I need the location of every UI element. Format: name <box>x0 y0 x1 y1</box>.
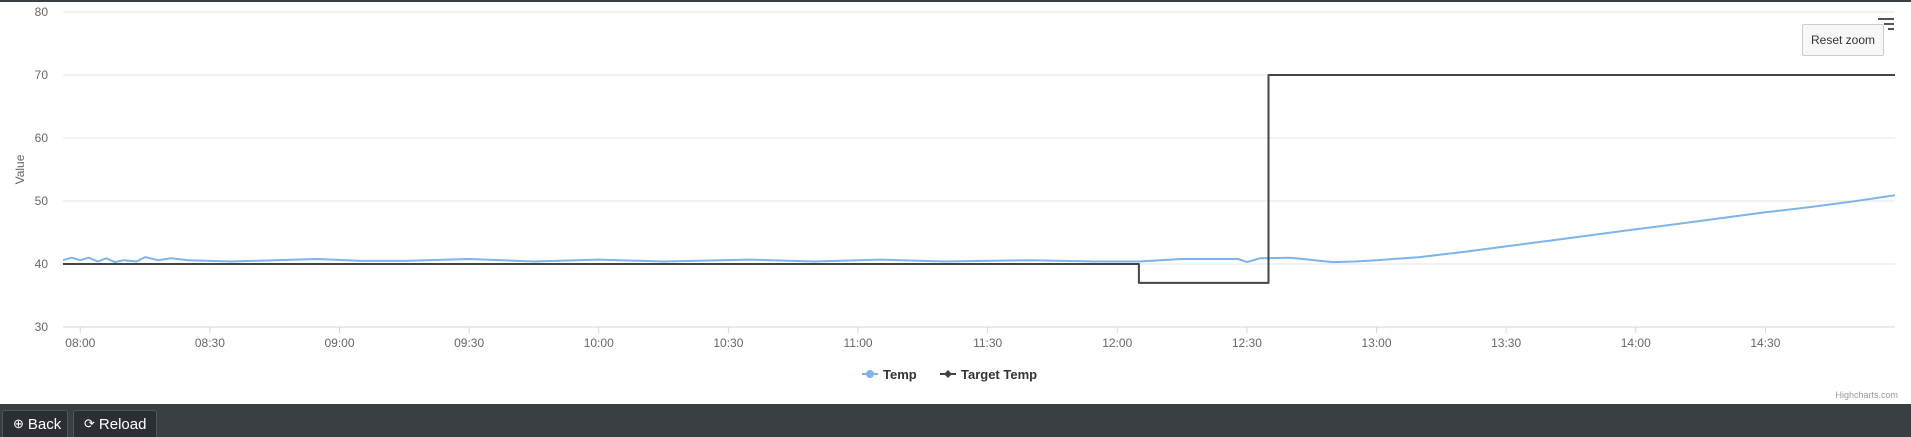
y-tick-label: 50 <box>35 194 49 208</box>
x-tick-label: 12:00 <box>1102 336 1132 350</box>
legend-label: Target Temp <box>961 367 1037 382</box>
series-line-target-temp <box>63 74 1895 284</box>
x-tick-label: 08:30 <box>195 336 225 350</box>
y-tick-label: 60 <box>35 131 49 145</box>
x-tick-label: 09:00 <box>325 336 355 350</box>
legend-item-target-temp[interactable]: Target Temp <box>940 367 1037 382</box>
x-tick-label: 14:00 <box>1621 336 1651 350</box>
y-tick-label: 80 <box>35 5 49 19</box>
y-axis-title: Value <box>13 154 27 184</box>
x-tick-label: 12:30 <box>1232 336 1262 350</box>
chart-menu-icon[interactable] <box>1876 18 1894 32</box>
x-tick-label: 11:30 <box>973 336 1002 350</box>
chart-svg[interactable]: 30 40 50 60 70 80 08:00 08:30 09:00 09:30 10:00 10… <box>0 2 1911 404</box>
reload-label: Reload <box>98 415 147 433</box>
series-layer <box>62 74 1896 284</box>
x-tick-label: 09:30 <box>454 336 484 350</box>
x-tick-label: 08:00 <box>65 336 95 350</box>
y-tick-label: 40 <box>35 257 49 271</box>
refresh-icon: ⟳ <box>84 416 95 431</box>
chart-container[interactable]: 30 40 50 60 70 80 08:00 08:30 09:00 09:30 10:00 10… <box>0 2 1911 404</box>
x-tick-label: 14:30 <box>1750 336 1780 350</box>
reset-zoom-button[interactable]: Reset zoom <box>1802 24 1884 56</box>
legend-label: Temp <box>883 367 917 382</box>
y-axis-ticks: 30 40 50 60 70 80 <box>35 5 49 334</box>
legend-symbol-marker <box>866 370 874 378</box>
back-label: Back <box>27 415 62 433</box>
x-tick-label: 10:00 <box>584 336 614 350</box>
legend-item-temp[interactable]: Temp <box>862 367 917 382</box>
x-tick-label: 10:30 <box>713 336 743 350</box>
back-button[interactable]: ⊕ Back <box>2 410 68 437</box>
y-tick-label: 30 <box>35 320 49 334</box>
reload-button[interactable]: ⟳ Reload <box>73 410 157 437</box>
top-border <box>0 0 1911 2</box>
credits-link[interactable]: Highcharts.com <box>1835 390 1898 400</box>
x-tick-label: 13:30 <box>1491 336 1521 350</box>
series-line-temp <box>62 194 1896 264</box>
circle-arrow-left-icon: ⊕ <box>13 416 24 431</box>
footer-toolbar: ⊕ Back ⟳ Reload <box>0 404 1911 437</box>
x-tick-label: 11:00 <box>843 336 872 350</box>
legend-symbol-marker <box>944 370 952 378</box>
x-axis-ticks: 08:00 08:30 09:00 09:30 10:00 10:30 11:00 11:30… <box>65 327 1781 350</box>
legend[interactable]: Temp Target Temp <box>862 367 1037 382</box>
grid-lines <box>63 11 1895 328</box>
y-tick-label: 70 <box>35 68 49 82</box>
x-tick-label: 13:00 <box>1361 336 1391 350</box>
